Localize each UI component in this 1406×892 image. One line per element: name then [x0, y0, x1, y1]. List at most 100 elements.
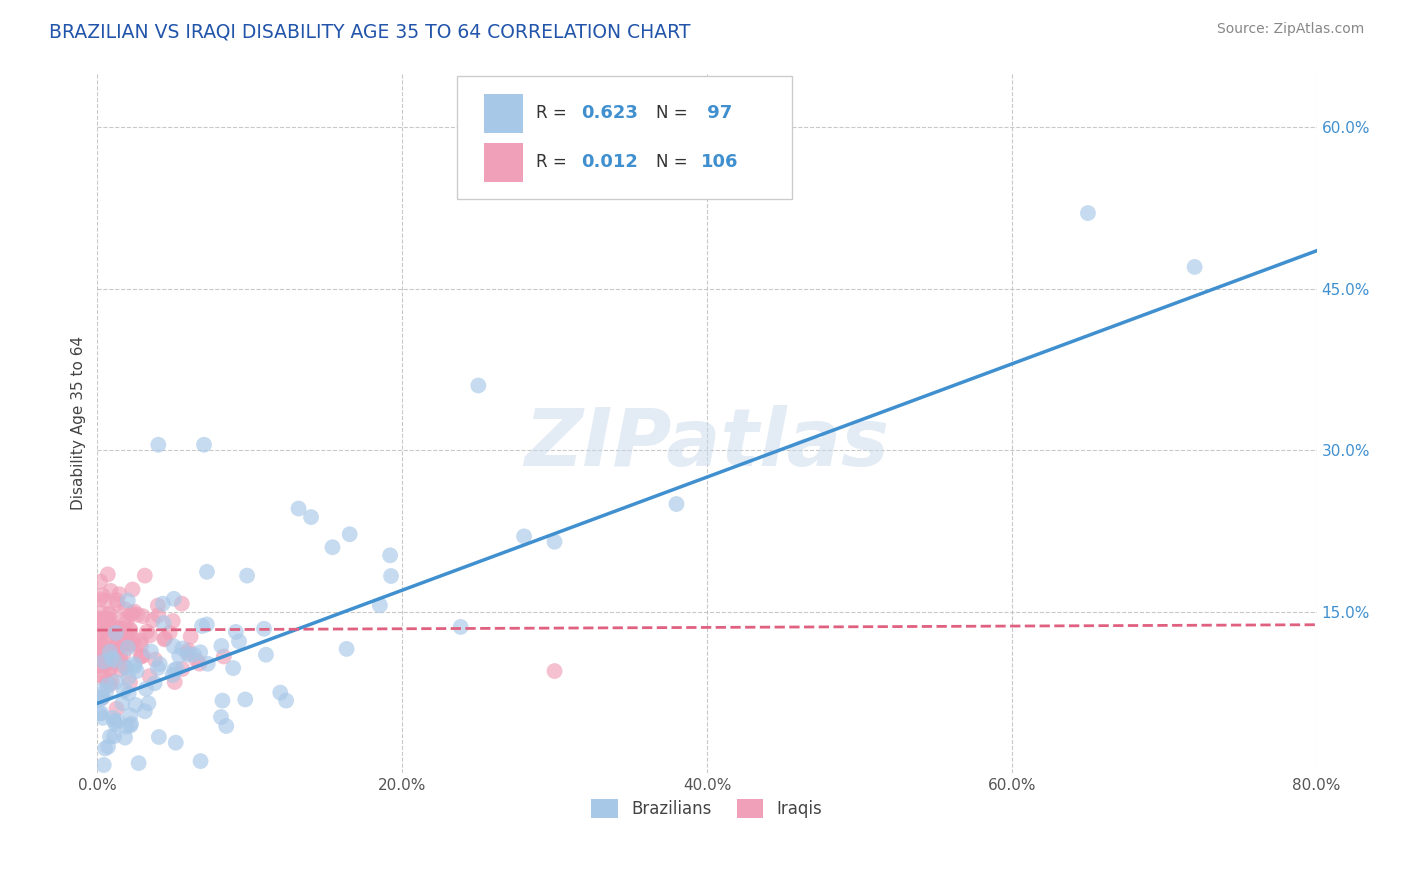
Text: ZIPatlas: ZIPatlas — [524, 405, 890, 483]
Point — [228, 634, 250, 648]
Point — [103, 729, 125, 743]
Point — [129, 648, 152, 663]
Point — [93, 613, 115, 627]
Point — [183, 648, 205, 662]
Point — [97, 567, 120, 582]
Point — [94, 657, 117, 671]
Point — [111, 696, 134, 710]
Point — [87, 611, 110, 625]
Point — [159, 625, 181, 640]
Point — [120, 708, 142, 723]
Point — [120, 607, 142, 622]
Point — [148, 608, 170, 623]
Point — [89, 574, 111, 589]
Text: Source: ZipAtlas.com: Source: ZipAtlas.com — [1216, 22, 1364, 37]
Point — [98, 662, 121, 676]
Point — [100, 583, 122, 598]
Point — [132, 609, 155, 624]
Legend: Brazilians, Iraqis: Brazilians, Iraqis — [585, 792, 830, 824]
Point — [138, 696, 160, 710]
Point — [103, 624, 125, 639]
Point — [94, 623, 117, 637]
Point — [104, 626, 127, 640]
Point — [112, 647, 135, 661]
Point — [108, 622, 131, 636]
Point — [129, 638, 152, 652]
Point — [139, 644, 162, 658]
Point — [104, 640, 127, 654]
Point — [108, 587, 131, 601]
Point — [163, 591, 186, 606]
Text: R =: R = — [536, 153, 572, 171]
Point — [269, 685, 291, 699]
Point — [89, 592, 111, 607]
Point — [193, 438, 215, 452]
Y-axis label: Disability Age 35 to 64: Disability Age 35 to 64 — [72, 336, 86, 510]
Point — [91, 683, 114, 698]
Point — [146, 661, 169, 675]
Point — [138, 669, 160, 683]
Point — [93, 758, 115, 772]
Point — [100, 674, 122, 689]
Point — [149, 657, 172, 671]
Point — [108, 636, 131, 650]
Point — [105, 593, 128, 607]
Point — [543, 664, 565, 678]
Point — [91, 588, 114, 602]
Point — [188, 645, 211, 659]
Point — [176, 646, 198, 660]
Point — [146, 599, 169, 613]
Point — [336, 641, 359, 656]
Point — [90, 690, 112, 705]
Point — [136, 624, 159, 639]
Point — [104, 717, 127, 731]
Point — [100, 618, 122, 632]
Point — [209, 639, 232, 653]
Point — [91, 711, 114, 725]
Point — [110, 663, 132, 677]
Point — [139, 628, 162, 642]
Point — [105, 702, 128, 716]
Text: 97: 97 — [700, 103, 733, 122]
Point — [143, 676, 166, 690]
Point — [89, 692, 111, 706]
Point — [105, 714, 128, 728]
Point — [112, 683, 135, 698]
Point — [87, 773, 110, 788]
Point — [134, 704, 156, 718]
Text: 106: 106 — [700, 153, 738, 171]
Point — [152, 597, 174, 611]
Point — [98, 661, 121, 675]
Point — [114, 602, 136, 616]
Point — [152, 616, 174, 631]
Point — [254, 648, 277, 662]
Point — [101, 711, 124, 725]
Point — [118, 675, 141, 690]
Point — [148, 438, 170, 452]
Point — [191, 619, 214, 633]
Point — [276, 693, 298, 707]
Point — [253, 622, 276, 636]
Point — [215, 719, 238, 733]
Point — [122, 636, 145, 650]
Point — [112, 622, 135, 636]
Point — [115, 661, 138, 675]
Point — [120, 623, 142, 637]
Point — [162, 668, 184, 682]
Point — [163, 663, 186, 677]
Point — [665, 497, 688, 511]
Point — [120, 719, 142, 733]
Point — [166, 662, 188, 676]
Point — [195, 617, 218, 632]
Point — [172, 641, 194, 656]
Point — [299, 510, 322, 524]
Point — [111, 629, 134, 643]
Point — [97, 785, 120, 799]
Point — [188, 657, 211, 671]
Point — [100, 651, 122, 665]
Point — [118, 624, 141, 638]
FancyBboxPatch shape — [484, 94, 523, 133]
Point — [115, 636, 138, 650]
Point — [97, 678, 120, 692]
Point — [94, 646, 117, 660]
